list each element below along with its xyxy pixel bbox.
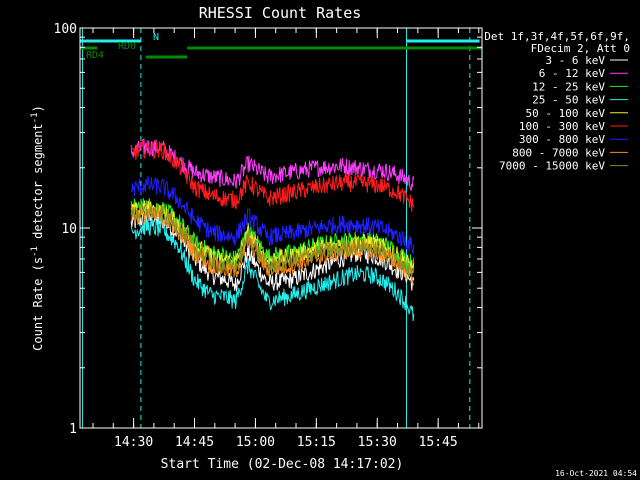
- series-line-5: [130, 139, 415, 212]
- legend-label-3: 25 - 50 keV: [532, 94, 605, 107]
- vertical-marker-lines: [81, 28, 471, 428]
- x-tick-label-1: 14:45: [175, 435, 214, 450]
- series-line-6: [130, 176, 415, 254]
- y-tick-label-1: 10: [61, 222, 77, 237]
- legend-label-7: 800 - 7000 keV: [512, 146, 605, 159]
- plot-axes: 1 10 100 14:30 14:45 15:00 15:15 15:30 15:45: [54, 22, 483, 450]
- y-tick-label-2: 100: [54, 22, 77, 37]
- x-tick-label-2: 15:00: [236, 435, 275, 450]
- x-tick-label-4: 15:30: [358, 435, 397, 450]
- legend-label-4: 50 - 100 keV: [526, 107, 606, 120]
- legend-label-2: 12 - 25 keV: [532, 80, 605, 93]
- x-tick-label-5: 15:45: [419, 435, 458, 450]
- chart-title: RHESSI Count Rates: [199, 4, 362, 22]
- legend: Det 1f,3f,4f,5f,6f,9f,FDecim 2, Att 03 -…: [484, 30, 630, 173]
- flag-label-rd4: RD4: [86, 50, 104, 61]
- series-line-1: [130, 138, 415, 191]
- legend-label-5: 100 - 300 keV: [519, 120, 605, 133]
- status-flags: N RD0 RD4: [80, 32, 482, 61]
- legend-label-6: 300 - 800 keV: [519, 133, 605, 146]
- x-tick-label-3: 15:15: [297, 435, 336, 450]
- flag-label-n: N: [153, 32, 159, 43]
- flag-label-rd0: RD0: [118, 41, 136, 52]
- x-tick-label-0: 14:30: [114, 435, 153, 450]
- y-axis-label: Count Rate (s-1 detector segment-1): [30, 105, 45, 351]
- legend-header-1: FDecim 2, Att 0: [531, 42, 630, 55]
- x-axis-label: Start Time (02-Dec-08 14:17:02): [161, 457, 404, 472]
- timestamp: 16-Oct-2021 04:54: [555, 469, 637, 478]
- series-line-3: [130, 217, 415, 322]
- legend-label-8: 7000 - 15000 keV: [499, 160, 605, 173]
- legend-header-0: Det 1f,3f,4f,5f,6f,9f,: [484, 30, 630, 43]
- series-lines: [130, 138, 415, 322]
- legend-label-0: 3 - 6 keV: [545, 54, 605, 67]
- y-tick-label-0: 1: [69, 422, 77, 437]
- series-line-8: [130, 203, 415, 278]
- legend-label-1: 6 - 12 keV: [539, 67, 606, 80]
